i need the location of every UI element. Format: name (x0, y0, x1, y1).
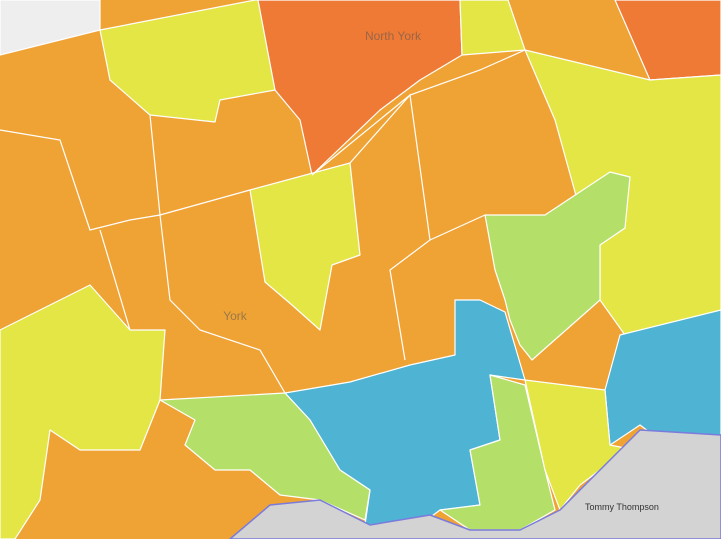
region (249, 162, 361, 331)
region (614, 0, 721, 81)
boundary (311, 49, 526, 176)
boundaries (0, 49, 526, 394)
region (99, 0, 276, 123)
boundary (99, 229, 131, 331)
region (484, 171, 631, 361)
place-label: York (223, 309, 248, 323)
boundary (429, 214, 486, 241)
place-label: Tommy Thompson (585, 502, 659, 512)
boundary (149, 114, 286, 394)
lake (229, 429, 721, 539)
region (0, 284, 166, 539)
region (439, 374, 556, 531)
place-label: North York (365, 29, 422, 43)
boundary (0, 129, 251, 231)
